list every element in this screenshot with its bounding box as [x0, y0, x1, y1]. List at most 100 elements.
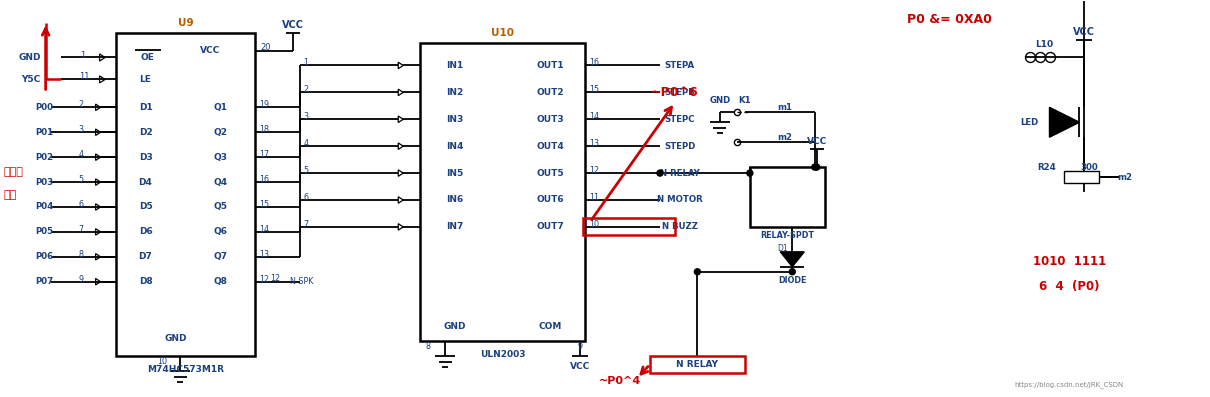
Text: 1: 1	[304, 58, 309, 67]
Text: U10: U10	[491, 27, 514, 38]
Text: IN6: IN6	[446, 195, 463, 204]
Text: m2: m2	[1117, 173, 1131, 181]
Text: Q7: Q7	[213, 252, 227, 261]
Text: OUT1: OUT1	[536, 61, 564, 70]
Text: 15: 15	[259, 200, 270, 209]
Text: 20: 20	[260, 43, 271, 52]
Text: D1: D1	[777, 244, 788, 253]
Text: 16: 16	[589, 58, 599, 67]
Text: P03: P03	[35, 177, 53, 187]
Text: 14: 14	[589, 112, 599, 121]
Text: 5: 5	[304, 166, 309, 175]
Text: 4: 4	[304, 139, 309, 148]
Text: COM: COM	[538, 322, 561, 331]
Text: Q6: Q6	[213, 227, 227, 236]
Text: P06: P06	[35, 252, 53, 261]
Text: IN2: IN2	[446, 88, 463, 97]
Bar	[650, 356, 745, 373]
Text: 2: 2	[79, 100, 83, 109]
Text: OUT5: OUT5	[536, 169, 564, 177]
Bar	[1065, 171, 1100, 183]
Text: 9: 9	[577, 342, 582, 351]
Text: STEPC: STEPC	[664, 115, 696, 124]
Text: D8: D8	[139, 277, 152, 286]
Text: https://blog.csdn.net/JRK_CSDN: https://blog.csdn.net/JRK_CSDN	[1015, 381, 1124, 388]
Text: 6: 6	[304, 193, 309, 202]
Bar	[116, 33, 255, 357]
Text: GND: GND	[444, 322, 466, 331]
Text: OUT6: OUT6	[536, 195, 564, 204]
Text: OUT4: OUT4	[536, 142, 564, 151]
Circle shape	[747, 170, 753, 176]
Text: STEPB: STEPB	[664, 88, 696, 97]
Text: 15: 15	[589, 85, 599, 94]
Text: GND: GND	[709, 96, 731, 105]
Text: U9: U9	[178, 17, 194, 28]
Text: R24: R24	[1037, 163, 1056, 172]
Text: D6: D6	[139, 227, 152, 236]
Text: VCC: VCC	[807, 137, 826, 146]
Text: P04: P04	[35, 202, 54, 212]
Text: 13: 13	[259, 250, 270, 259]
Text: N SPK: N SPK	[290, 277, 313, 286]
Text: 11: 11	[79, 72, 90, 81]
Text: D1: D1	[139, 103, 152, 112]
Text: Q5: Q5	[213, 202, 227, 212]
Text: VCC: VCC	[201, 46, 220, 55]
Text: D2: D2	[139, 128, 152, 137]
Text: 6: 6	[79, 200, 83, 209]
Text: Q4: Q4	[213, 177, 227, 187]
Text: ULN2003: ULN2003	[480, 350, 525, 359]
Text: 300: 300	[1081, 163, 1099, 172]
Text: 8: 8	[426, 342, 431, 351]
Text: 3: 3	[304, 112, 309, 121]
Text: IN1: IN1	[446, 61, 463, 70]
Text: 3: 3	[79, 125, 83, 134]
Polygon shape	[1049, 107, 1079, 137]
Circle shape	[657, 170, 663, 176]
Text: DIODE: DIODE	[778, 276, 807, 285]
Text: 12: 12	[589, 166, 599, 175]
Text: RELAY-SPDT: RELAY-SPDT	[760, 231, 814, 240]
Text: 11: 11	[589, 193, 599, 202]
Text: D4: D4	[139, 177, 152, 187]
Text: 18: 18	[259, 125, 270, 134]
Text: N RELAY: N RELAY	[659, 169, 699, 177]
Text: 9: 9	[79, 275, 83, 284]
Text: STEPA: STEPA	[664, 61, 695, 70]
Text: IN3: IN3	[446, 115, 463, 124]
Text: 4: 4	[79, 150, 83, 159]
Text: 19: 19	[259, 100, 270, 109]
Text: L10: L10	[1036, 40, 1054, 49]
Text: VCC: VCC	[570, 362, 590, 371]
Text: Q2: Q2	[213, 128, 227, 137]
Text: 8: 8	[79, 250, 83, 259]
Text: GND: GND	[165, 334, 186, 343]
Text: 12: 12	[259, 275, 270, 284]
Text: GND: GND	[18, 53, 41, 62]
Text: N RELAY: N RELAY	[676, 360, 719, 369]
Text: 13: 13	[589, 139, 599, 148]
Text: P02: P02	[35, 152, 53, 162]
Text: IN7: IN7	[446, 222, 463, 231]
Text: 5: 5	[79, 175, 83, 184]
Text: OUT3: OUT3	[536, 115, 564, 124]
Circle shape	[695, 269, 701, 275]
Text: D5: D5	[139, 202, 152, 212]
Text: OUT7: OUT7	[536, 222, 564, 231]
Bar	[583, 218, 675, 235]
Text: Y5C: Y5C	[22, 75, 41, 84]
Text: LED: LED	[1020, 118, 1038, 127]
Bar	[750, 167, 825, 227]
Text: 14: 14	[259, 225, 270, 234]
Circle shape	[789, 269, 795, 275]
Text: VCC: VCC	[282, 19, 305, 30]
Text: 1: 1	[80, 50, 86, 60]
Text: IN4: IN4	[446, 142, 463, 151]
Circle shape	[814, 164, 819, 170]
Text: Q3: Q3	[213, 152, 227, 162]
Text: 6  4  (P0): 6 4 (P0)	[1039, 280, 1100, 293]
Text: N BUZZ: N BUZZ	[662, 222, 698, 231]
Text: D3: D3	[139, 152, 152, 162]
Circle shape	[812, 164, 818, 170]
